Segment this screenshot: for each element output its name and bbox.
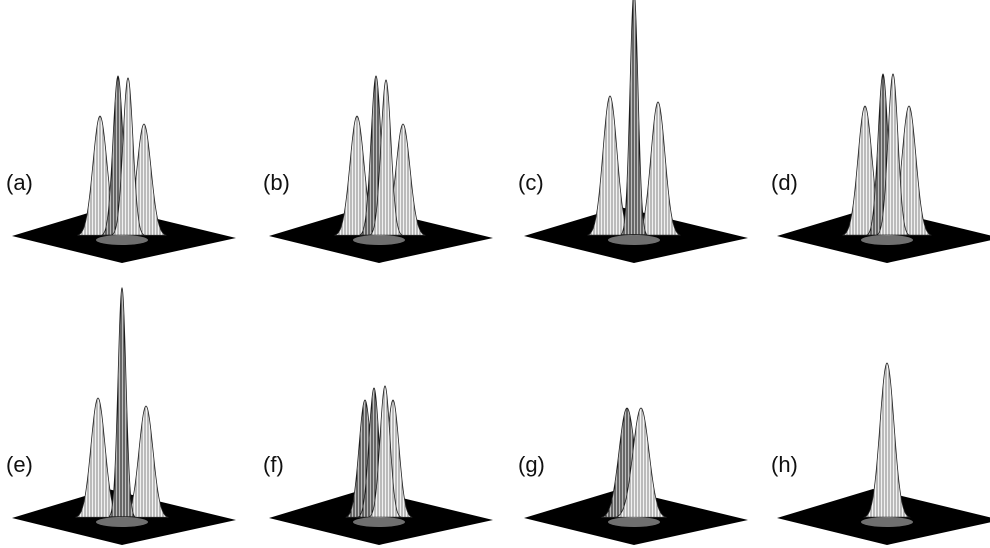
- panel: (f): [263, 385, 493, 545]
- peak-base-glow: [353, 235, 405, 245]
- peak-base-glow: [96, 517, 148, 527]
- peak: [875, 73, 911, 236]
- panel: (a): [6, 75, 236, 263]
- peak: [367, 385, 403, 518]
- peak: [108, 286, 136, 517]
- peak: [620, 0, 648, 235]
- panel: (b): [263, 75, 493, 263]
- panel-label: (a): [6, 170, 33, 195]
- peak-base-glow: [608, 517, 660, 527]
- panel-label: (d): [771, 170, 798, 195]
- peak: [368, 79, 404, 236]
- panel-label: (f): [263, 452, 284, 477]
- panel: (g): [518, 407, 748, 545]
- peak-base-glow: [608, 235, 660, 245]
- panel-label: (e): [6, 452, 33, 477]
- peak: [110, 77, 146, 236]
- panel: (d): [771, 73, 990, 263]
- panel-label: (g): [518, 452, 545, 477]
- panel: (h): [771, 362, 990, 545]
- peak-base-glow: [353, 517, 405, 527]
- panel: (c): [518, 0, 748, 263]
- peak-base-glow: [861, 517, 913, 527]
- peak: [615, 407, 667, 518]
- panel: (e): [6, 286, 236, 545]
- panel-label: (h): [771, 452, 798, 477]
- panel-label: (c): [518, 170, 544, 195]
- panel-label: (b): [263, 170, 290, 195]
- peak: [863, 362, 911, 518]
- peak-base-glow: [96, 235, 148, 245]
- peak-base-glow: [861, 235, 913, 245]
